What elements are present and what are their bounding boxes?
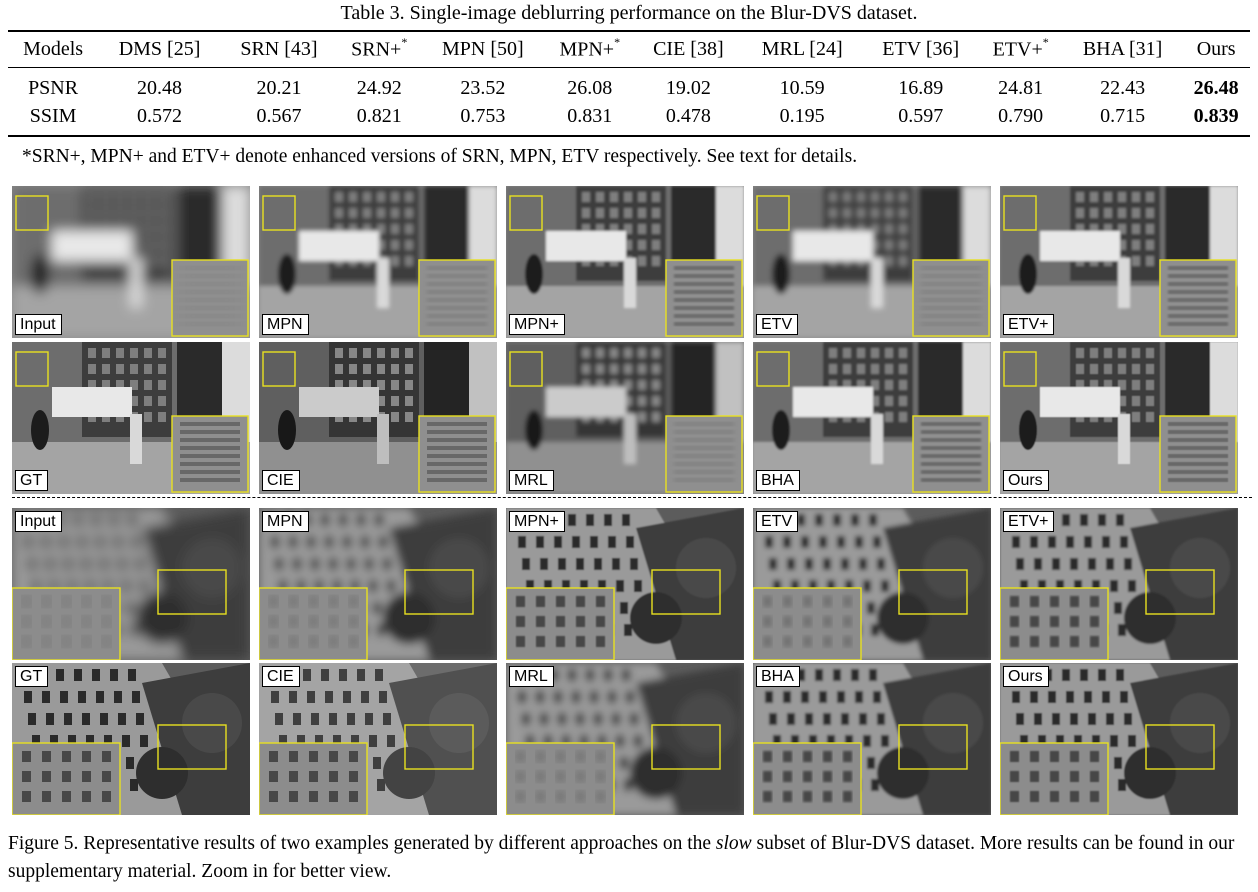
- method-label: MPN+: [509, 511, 565, 532]
- table-cell: 19.02: [665, 76, 711, 99]
- figure-caption-italic: slow: [715, 833, 752, 854]
- table-cell: 0.831: [567, 104, 613, 127]
- method-label: BHA: [756, 470, 800, 491]
- result-image: BHA: [753, 663, 991, 815]
- column-header: BHA [31]: [1082, 37, 1163, 60]
- example-divider: [12, 497, 1252, 498]
- method-label: ETV: [756, 314, 799, 335]
- table-row: SSIM 0.572 0.567 0.821 0.753 0.831 0.478 0.195 0…: [8, 102, 1250, 130]
- table-cell: 20.21: [256, 76, 302, 99]
- table-cell: 24.81: [998, 76, 1044, 99]
- method-label: Ours: [1003, 470, 1049, 491]
- result-image: CIE: [259, 342, 497, 494]
- method-label: MRL: [509, 666, 554, 687]
- result-image: MPN+: [506, 186, 744, 338]
- result-image: ETV+: [1000, 508, 1238, 660]
- column-header: MPN+*: [559, 34, 621, 61]
- table-footnote: *SRN+, MPN+ and ETV+ denote enhanced ver…: [22, 146, 858, 167]
- result-image: ETV: [753, 508, 991, 660]
- method-label: CIE: [262, 666, 300, 687]
- row-label: SSIM: [29, 104, 77, 127]
- table-cell: 0.753: [460, 104, 506, 127]
- table-cell: 0.195: [779, 104, 825, 127]
- table-header-row: Models DMS [25] SRN [43] SRN+* MPN [50] MPN+*…: [8, 32, 1250, 66]
- result-image: Input: [12, 508, 250, 660]
- column-header: Ours: [1196, 37, 1236, 60]
- column-header: MPN [50]: [441, 37, 524, 60]
- method-label: MPN: [262, 511, 309, 532]
- table-cell: 0.597: [898, 104, 944, 127]
- column-header: Models: [23, 37, 84, 60]
- result-image: MRL: [506, 663, 744, 815]
- method-label: ETV: [756, 511, 799, 532]
- table-cell: 20.48: [137, 76, 183, 99]
- method-label: MRL: [509, 470, 554, 491]
- result-image: MPN: [259, 186, 497, 338]
- method-label: MPN: [262, 314, 309, 335]
- method-label: Input: [15, 314, 62, 335]
- row-label: PSNR: [28, 76, 79, 99]
- table-cell: 26.08: [567, 76, 613, 99]
- table-cell: 10.59: [779, 76, 825, 99]
- table-cell: 0.839: [1193, 104, 1239, 127]
- result-image: ETV: [753, 186, 991, 338]
- table-cell: 0.790: [998, 104, 1044, 127]
- method-label: BHA: [756, 666, 800, 687]
- table-cell: 0.478: [665, 104, 711, 127]
- table-row: PSNR 20.48 20.21 24.92 23.52 26.08 19.02 10.59 1…: [8, 66, 1250, 102]
- method-label: MPN+: [509, 314, 565, 335]
- column-header: CIE [38]: [653, 37, 724, 60]
- table-cell: 0.572: [137, 104, 183, 127]
- column-header: DMS [25]: [118, 37, 201, 60]
- result-image: Ours: [1000, 663, 1238, 815]
- result-image: GT: [12, 342, 250, 494]
- method-label: GT: [15, 470, 49, 491]
- result-image: MPN: [259, 508, 497, 660]
- column-header: SRN+*: [351, 34, 408, 61]
- result-image: MRL: [506, 342, 744, 494]
- table-cell: 0.715: [1100, 104, 1146, 127]
- result-image: Input: [12, 186, 250, 338]
- table-cell: 24.92: [356, 76, 402, 99]
- table-cell: 16.89: [898, 76, 944, 99]
- table-cell: 22.43: [1100, 76, 1146, 99]
- figure-caption-text-end: subset of Blur-DVS dataset. More results…: [8, 833, 1235, 882]
- method-label: ETV+: [1003, 511, 1055, 532]
- result-image: BHA: [753, 342, 991, 494]
- method-label: Input: [15, 511, 62, 532]
- figure-caption: Figure 5. Representative results of two …: [8, 830, 1252, 886]
- method-label: Ours: [1003, 666, 1049, 687]
- method-label: GT: [15, 666, 49, 687]
- method-label: ETV+: [1003, 314, 1055, 335]
- result-image: Ours: [1000, 342, 1238, 494]
- table-cell: 0.821: [356, 104, 402, 127]
- method-label: CIE: [262, 470, 300, 491]
- table-cell: 26.48: [1193, 76, 1239, 99]
- column-header: ETV+*: [992, 34, 1049, 61]
- table-cell: 0.567: [256, 104, 302, 127]
- figure-caption-text: Figure 5. Representative results of two …: [8, 833, 716, 854]
- results-table: Models DMS [25] SRN [43] SRN+* MPN [50] MPN+*…: [8, 32, 1250, 130]
- result-image: ETV+: [1000, 186, 1238, 338]
- result-image: MPN+: [506, 508, 744, 660]
- column-header: MRL [24]: [761, 37, 843, 60]
- column-header: ETV [36]: [882, 37, 960, 60]
- column-header: SRN [43]: [240, 37, 318, 60]
- table-cell: 23.52: [460, 76, 506, 99]
- result-image: GT: [12, 663, 250, 815]
- table-bottom-rule: [8, 135, 1250, 137]
- result-image: CIE: [259, 663, 497, 815]
- table-mid-rule: [8, 67, 1250, 68]
- table-caption: Table 3. Single-image deblurring perform…: [340, 2, 918, 24]
- table-top-rule: [8, 30, 1250, 32]
